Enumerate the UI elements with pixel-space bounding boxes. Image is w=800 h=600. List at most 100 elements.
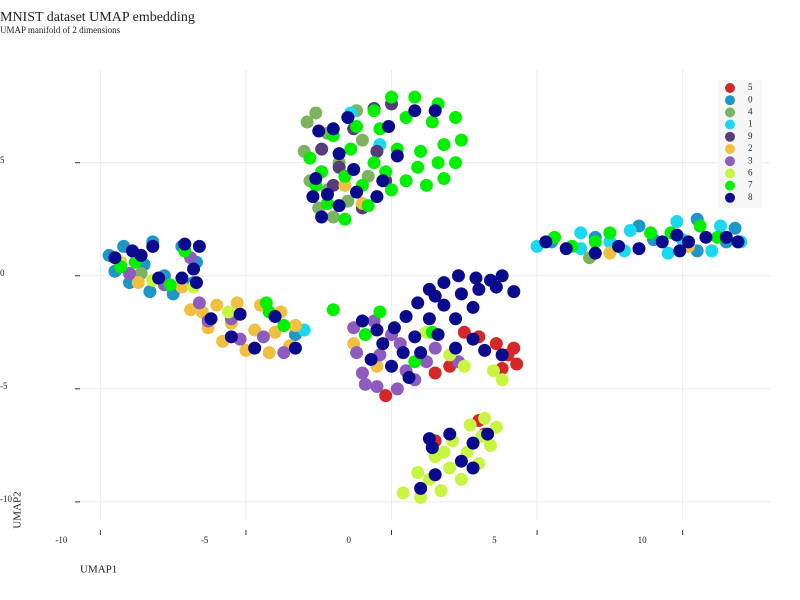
point <box>437 298 451 312</box>
point <box>332 147 346 161</box>
point <box>603 226 617 240</box>
point <box>437 276 451 290</box>
point <box>434 484 448 498</box>
point <box>373 305 387 319</box>
point <box>411 296 425 310</box>
point <box>187 262 201 276</box>
point <box>411 160 425 174</box>
point <box>414 346 428 360</box>
point <box>309 172 323 186</box>
point <box>425 115 439 129</box>
point <box>233 307 247 321</box>
point <box>347 162 361 176</box>
point <box>248 341 262 355</box>
point <box>370 190 384 204</box>
point <box>390 149 404 163</box>
point <box>414 481 428 495</box>
point <box>489 280 503 294</box>
point <box>277 319 291 333</box>
point <box>454 454 468 468</box>
point <box>428 468 442 482</box>
point <box>661 246 675 260</box>
point <box>466 436 480 450</box>
point <box>603 246 617 260</box>
point <box>428 289 442 303</box>
point <box>451 269 465 283</box>
point <box>350 185 364 199</box>
chart-subtitle: UMAP manifold of 2 dimensions <box>0 25 121 35</box>
point <box>478 343 492 357</box>
y-tick-label: -5 <box>0 381 8 391</box>
point <box>396 346 410 360</box>
legend-marker <box>725 107 735 118</box>
point <box>402 371 416 385</box>
point <box>408 104 422 118</box>
point <box>693 219 707 233</box>
point <box>315 142 329 156</box>
point <box>731 235 745 249</box>
point <box>670 215 684 229</box>
point <box>495 373 509 387</box>
point <box>358 328 372 342</box>
point <box>326 303 340 317</box>
point <box>411 466 425 480</box>
point <box>262 346 276 360</box>
point <box>463 418 477 432</box>
point <box>350 120 364 134</box>
point <box>306 190 320 204</box>
point <box>341 110 355 124</box>
point <box>414 490 428 504</box>
point <box>681 235 695 249</box>
point <box>396 486 410 500</box>
point <box>204 312 218 326</box>
point <box>449 156 463 170</box>
legend-label: 5 <box>748 82 753 92</box>
point <box>449 110 463 124</box>
point <box>454 472 468 486</box>
point <box>178 237 192 251</box>
point <box>728 221 742 235</box>
point <box>481 427 495 441</box>
x-tick-label: 10 <box>638 535 648 545</box>
point <box>163 278 177 292</box>
point <box>370 144 384 158</box>
point <box>559 242 573 256</box>
point <box>507 285 521 299</box>
x-tick-label: -5 <box>201 535 209 545</box>
point <box>437 138 451 152</box>
plot-area <box>102 90 748 504</box>
point <box>457 325 471 339</box>
point <box>221 305 235 319</box>
legend-marker <box>725 192 735 203</box>
point <box>623 224 637 238</box>
point <box>428 366 442 380</box>
point <box>385 359 399 373</box>
point <box>230 296 244 310</box>
point <box>268 325 282 339</box>
point <box>484 438 498 452</box>
legend-marker <box>725 168 735 179</box>
point <box>472 282 486 296</box>
point <box>108 251 122 265</box>
point <box>655 235 669 249</box>
point <box>277 346 291 360</box>
legend-marker <box>725 144 735 154</box>
point <box>192 296 206 310</box>
point <box>449 312 463 326</box>
point <box>152 271 166 285</box>
point <box>134 248 148 262</box>
point <box>699 230 713 244</box>
point <box>309 106 323 120</box>
point <box>408 330 422 344</box>
point <box>399 174 413 188</box>
y-tick-label: 0 <box>0 268 5 278</box>
point <box>385 90 399 104</box>
point <box>312 124 326 138</box>
point <box>379 389 393 403</box>
point <box>443 461 457 475</box>
point <box>437 445 451 459</box>
point <box>478 411 492 425</box>
point <box>539 235 553 249</box>
point <box>428 104 442 118</box>
legend-box <box>718 80 762 208</box>
